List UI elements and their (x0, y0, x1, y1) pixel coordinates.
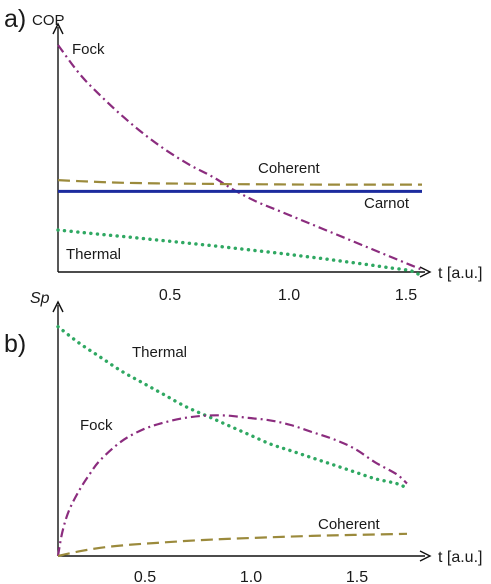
panel-b-y-axis-arrow (52, 300, 64, 313)
panel-b-thermal-label: Thermal (132, 344, 187, 361)
panel-a-carnot-label: Carnot (364, 195, 410, 212)
panel-b-fock-label: Fock (80, 417, 113, 434)
panel-a: a) COP t [a.u.] 0.5 1.0 1.5 Fock Coheren… (4, 5, 482, 304)
panel-b-coherent-line (57, 532, 408, 558)
panel-a-coherent-label: Coherent (258, 160, 321, 177)
panel-a-y-axis-label: COP (32, 12, 65, 29)
panel-b-thermal-line (56, 325, 409, 490)
panel-a-thermal-label: Thermal (66, 246, 121, 263)
panel-a-x-axis-label: t [a.u.] (438, 265, 482, 282)
panel-a-coherent-line (57, 179, 422, 186)
panel-b-x-axis-arrow (419, 550, 432, 562)
panel-b-xtick-0: 0.5 (134, 569, 156, 584)
panel-b-coherent-label: Coherent (318, 516, 381, 533)
panel-a-series-layer (56, 44, 424, 279)
panel-b-series-layer (56, 325, 409, 558)
panel-b-y-axis-label: Sp (30, 290, 50, 307)
panel-b: b) Sp t [a.u.] 0.5 1.0 1.5 Thermal Fock … (4, 290, 482, 584)
panel-a-label: a) (4, 5, 26, 33)
panel-a-curve-labels: Fock Coherent Carnot Thermal (66, 41, 410, 263)
panel-a-x-ticks: 0.5 1.0 1.5 (159, 287, 417, 304)
panel-b-xtick-1: 1.0 (240, 569, 262, 584)
panel-b-label: b) (4, 330, 26, 358)
panel-a-x-axis-arrow (419, 266, 432, 278)
panel-b-xtick-2: 1.5 (346, 569, 368, 584)
panel-b-x-ticks: 0.5 1.0 1.5 (134, 569, 368, 584)
panel-a-xtick-2: 1.5 (395, 287, 417, 304)
panel-a-fock-label: Fock (72, 41, 105, 58)
panel-b-x-axis-label: t [a.u.] (438, 549, 482, 566)
panel-a-thermal-line (56, 228, 424, 279)
panel-b-curve-labels: Thermal Fock Coherent (80, 344, 381, 533)
panel-a-fock-line (57, 44, 423, 271)
panel-a-y-axis-arrow (52, 22, 64, 35)
panel-a-xtick-1: 1.0 (278, 287, 300, 304)
panel-a-xtick-0: 0.5 (159, 287, 181, 304)
